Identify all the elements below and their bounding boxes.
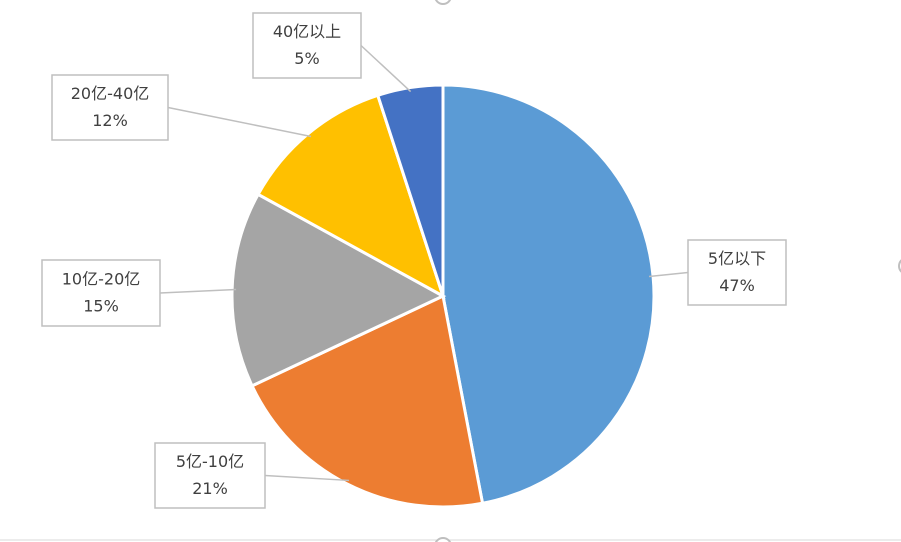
leader-line (159, 288, 237, 294)
value-label: 21% (192, 479, 228, 498)
resize-handle[interactable] (434, 0, 452, 5)
category-label: 40亿以上 (273, 22, 341, 41)
resize-handle[interactable] (434, 537, 452, 542)
leader-line (264, 474, 350, 482)
label-box (154, 442, 266, 509)
pie-slice (375, 83, 445, 297)
label-box (687, 239, 787, 306)
pie-slice (256, 93, 446, 300)
category-label: 5亿以下 (708, 249, 766, 268)
label-box (41, 259, 161, 327)
value-label: 5% (294, 49, 319, 68)
leader-line (360, 44, 412, 93)
pie-slice (441, 83, 656, 506)
leader-line (167, 106, 312, 138)
leader-line (649, 271, 689, 278)
value-label: 12% (92, 111, 128, 130)
category-label: 5亿-10亿 (176, 452, 244, 471)
value-label: 47% (719, 276, 755, 295)
label-box (51, 74, 169, 141)
value-label: 15% (83, 297, 119, 316)
pie-slice (250, 293, 485, 509)
category-label: 10亿-20亿 (62, 270, 141, 289)
label-box (252, 12, 362, 79)
category-label: 20亿-40亿 (71, 84, 150, 103)
